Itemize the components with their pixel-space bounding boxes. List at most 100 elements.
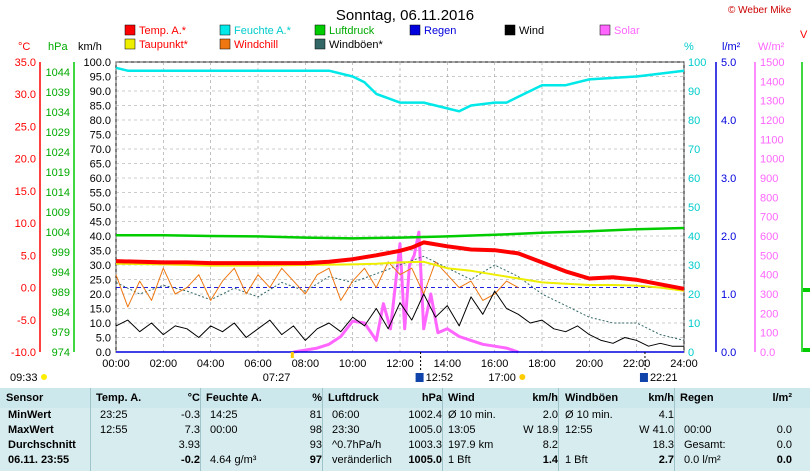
- legend-swatch: [219, 38, 231, 50]
- legend-label: Temp. A.*: [139, 25, 187, 37]
- legend-swatch: [314, 38, 326, 50]
- humidity-tick-label: 60: [688, 173, 700, 185]
- table-header-label: Feuchte A.: [206, 392, 262, 404]
- noon-time: 12:52: [426, 372, 454, 384]
- column-separator: [90, 388, 91, 471]
- table-cell-note: 1 Bft: [565, 454, 588, 466]
- table-header-unit: hPa: [421, 392, 442, 404]
- table-cell-value: 18.3: [652, 439, 674, 451]
- legend-label: Regen: [424, 25, 456, 37]
- table-header-label: Windböen: [565, 392, 619, 404]
- pressure-tick-label: 1004: [46, 227, 70, 239]
- wind-tick-label: 15.0: [90, 304, 111, 316]
- table-cell-note: veränderlich: [332, 454, 392, 466]
- rain-tick-label: 5.0: [721, 57, 736, 69]
- table-cell-note: Ø 10 min.: [565, 409, 613, 421]
- wind-tick-label: 95.0: [90, 72, 111, 84]
- table-header-unit: %: [312, 392, 322, 404]
- humidity-tick-label: 0: [688, 347, 694, 359]
- table-cell-value: 0.0: [776, 424, 792, 436]
- rain-tick-label: 2.0: [721, 231, 736, 243]
- rain-tick-label: 4.0: [721, 115, 736, 127]
- table-cell-note: Gesamt:: [684, 439, 726, 451]
- table-cell-value: 0.0: [776, 439, 792, 451]
- wind-tick-label: 45.0: [90, 217, 111, 229]
- wind-tick-label: 75.0: [90, 130, 111, 142]
- column-separator: [442, 388, 443, 471]
- credit-label: © Weber Mike: [728, 5, 792, 16]
- wind-tick-label: 35.0: [90, 246, 111, 258]
- temp-tick-label: -10.0: [11, 347, 36, 359]
- sunset-time: 17:00: [488, 372, 516, 384]
- weather-chart: Sonntag, 06.11.2016 © Weber Mike Temp. A.*…: [10, 5, 810, 384]
- table-header-label: Regen: [680, 392, 714, 404]
- wind-tick-label: 30.0: [90, 260, 111, 272]
- legend-swatch: [504, 24, 516, 36]
- legend-label: Taupunkt*: [139, 39, 189, 51]
- table-cell-note: 00:00: [210, 424, 238, 436]
- table-header: [0, 388, 810, 408]
- rain-tick-label: 0.0: [721, 347, 736, 359]
- legend-label: Luftdruck: [329, 25, 375, 37]
- x-tick-label: 04:00: [197, 358, 225, 370]
- table-cell-note: 12:55: [565, 424, 593, 436]
- table-cell-value: 0.0: [776, 454, 792, 466]
- moonset-icon: [639, 373, 648, 382]
- temp-tick-label: 30.0: [15, 89, 36, 101]
- temp-tick-label: 0.0: [21, 283, 36, 295]
- legend-swatch: [124, 38, 136, 50]
- x-tick-label: 08:00: [292, 358, 320, 370]
- table-cell-note: 23:25: [100, 409, 128, 421]
- legend-swatch: [124, 24, 136, 36]
- humidity-tick-label: 80: [688, 115, 700, 127]
- extra-axis-marker: [803, 288, 810, 292]
- humidity-tick-label: 40: [688, 231, 700, 243]
- pressure-tick-label: 974: [52, 347, 70, 359]
- solar-tick-label: 1100: [760, 134, 784, 146]
- humidity-tick-label: 20: [688, 289, 700, 301]
- table-cell-note: ^0.7hPa/h: [332, 439, 382, 451]
- humidity-tick-label: 10: [688, 318, 700, 330]
- wind-tick-label: 80.0: [90, 115, 111, 127]
- wind-tick-label: 60.0: [90, 173, 111, 185]
- wind-tick-label: 25.0: [90, 275, 111, 287]
- series-line-feuchte-a: [115, 66, 685, 113]
- table-cell-value: 2.0: [542, 409, 558, 421]
- pressure-tick-label: 979: [52, 327, 70, 339]
- moonrise-time: 09:33: [10, 372, 38, 384]
- table-cell-value: 3.93: [178, 439, 200, 451]
- table-cell-note: 12:55: [100, 424, 128, 436]
- wind-tick-label: 50.0: [90, 202, 111, 214]
- table-cell-note: 14:25: [210, 409, 238, 421]
- solar-tick-label: 1400: [760, 76, 784, 88]
- table-cell-value: 1.4: [542, 454, 558, 466]
- temp-tick-label: -5.0: [17, 315, 36, 327]
- x-tick-label: 24:00: [670, 358, 698, 370]
- series-line-windchill: [115, 261, 519, 308]
- table-header-unit: km/h: [648, 392, 674, 404]
- x-tick-label: 20:00: [576, 358, 604, 370]
- legend-swatch: [314, 24, 326, 36]
- solar-tick-label: 1200: [760, 115, 784, 127]
- wind-tick-label: 10.0: [90, 318, 111, 330]
- solar-tick-label: 700: [760, 212, 778, 224]
- pressure-axis-unit: hPa: [48, 41, 68, 53]
- x-tick-label: 06:00: [244, 358, 272, 370]
- table-cell-value: 1002.4: [408, 409, 442, 421]
- series-line-wind: [115, 290, 684, 347]
- table-cell-note: 00:00: [684, 424, 712, 436]
- noon-icon: [415, 373, 424, 382]
- table-header-label: Wind: [448, 392, 475, 404]
- pressure-tick-label: 994: [52, 267, 70, 279]
- table-cell-note: 06:00: [332, 409, 360, 421]
- humidity-axis-unit: %: [684, 41, 694, 53]
- table-header-label: Luftdruck: [328, 392, 379, 404]
- series-line-solar: [293, 230, 519, 354]
- humidity-tick-label: 100: [688, 57, 706, 69]
- table-header-unit: km/h: [532, 392, 558, 404]
- x-tick-label: 18:00: [528, 358, 556, 370]
- table-row-label: 06.11. 23:55: [8, 454, 70, 466]
- x-tick-label: 10:00: [339, 358, 367, 370]
- table-cell-value: -0.2: [181, 454, 200, 466]
- table-cell-value: 7.3: [184, 424, 200, 436]
